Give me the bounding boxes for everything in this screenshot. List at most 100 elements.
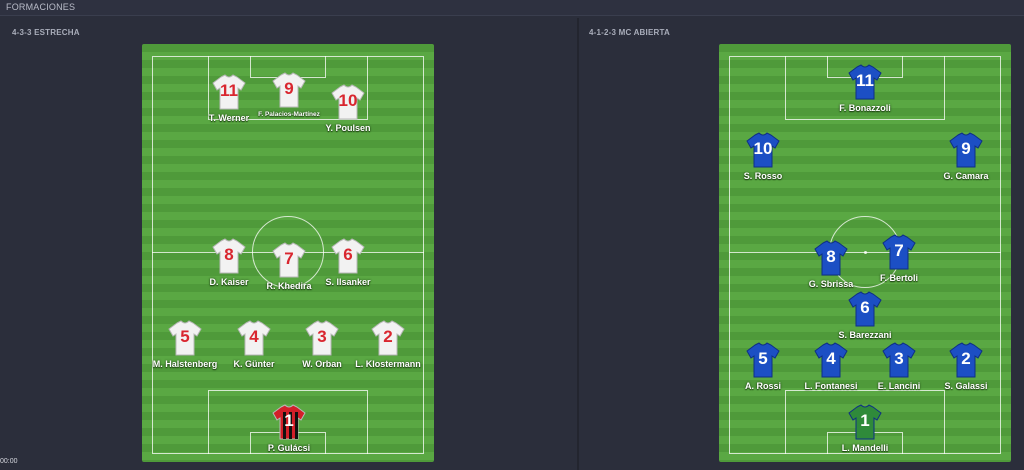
shirt-number: 4 (826, 349, 836, 368)
player-name: E. Lancini (877, 381, 921, 391)
player-name: S. Barezzani (838, 330, 892, 340)
player-left-1[interactable]: 1 P. Gulácsi (249, 402, 329, 453)
shirt-number: 9 (961, 139, 971, 158)
player-right-4[interactable]: 4 L. Fontanesi (791, 340, 871, 391)
shirt-number: 5 (758, 349, 768, 368)
shirt-icon: 8 (811, 238, 851, 278)
player-name: Y. Poulsen (325, 123, 371, 133)
shirt-icon: 5 (165, 318, 205, 358)
formation-title-right: 4-1-2-3 MC ABIERTA (589, 28, 670, 37)
player-name: L. Mandelli (841, 443, 889, 453)
player-right-9[interactable]: 9 G. Camara (926, 130, 1006, 181)
penalty-box-top (785, 56, 945, 120)
shirt-icon: 7 (269, 240, 309, 280)
shirt-number: 10 (753, 139, 773, 158)
panel-divider (577, 18, 579, 470)
player-right-3[interactable]: 3 E. Lancini (859, 340, 939, 391)
shirt-number: 8 (826, 247, 836, 266)
player-left-3[interactable]: 3 W. Orban (282, 318, 362, 369)
shirt-icon: 11 (845, 62, 885, 102)
shirt-icon: 9 (269, 70, 309, 110)
shirt-number: 8 (224, 245, 234, 264)
player-name: F. Bonazzoli (839, 103, 891, 113)
player-name: T. Werner (208, 113, 250, 123)
penalty-box-bottom (208, 390, 368, 454)
pitch-left: 11 T. Werner 9 F. Palacios-Martínez 10 Y. Pou… (142, 44, 434, 462)
player-left-11[interactable]: 11 T. Werner (189, 72, 269, 123)
player-right-2[interactable]: 2 S. Galassi (926, 340, 1006, 391)
player-name: S. Galassi (944, 381, 988, 391)
pitch-boundary (152, 56, 424, 454)
player-name: S. Rosso (743, 171, 783, 181)
player-name: F. Bertoli (879, 273, 918, 283)
penalty-box-bottom (785, 390, 945, 454)
player-name: A. Rossi (744, 381, 781, 391)
player-right-8[interactable]: 8 G. Sbrissa (791, 238, 871, 289)
shirt-number: 11 (856, 71, 874, 90)
player-name: G. Camara (943, 171, 989, 181)
player-left-10[interactable]: 10 Y. Poulsen (308, 82, 388, 133)
shirt-number: 10 (338, 91, 358, 110)
shirt-icon: 4 (234, 318, 274, 358)
player-left-6[interactable]: 6 S. Ilsanker (308, 236, 388, 287)
shirt-number: 5 (180, 327, 190, 346)
pitch-boundary (729, 56, 1001, 454)
shirt-icon: 11 (209, 72, 249, 112)
player-name: L. Fontanesi (804, 381, 858, 391)
shirt-number: 6 (343, 245, 353, 264)
shirt-number: 2 (383, 327, 393, 346)
player-name: K. Günter (233, 359, 275, 369)
player-name: S. Ilsanker (325, 277, 371, 287)
player-name: F. Palacios-Martínez (258, 111, 320, 118)
player-right-6[interactable]: 6 S. Barezzani (825, 289, 905, 340)
shirt-number: 7 (284, 249, 294, 268)
player-right-11[interactable]: 11 F. Bonazzoli (825, 62, 905, 113)
player-right-1[interactable]: 1 L. Mandelli (825, 402, 905, 453)
player-left-9[interactable]: 9 F. Palacios-Martínez (249, 70, 329, 118)
player-right-7[interactable]: 7 F. Bertoli (859, 232, 939, 283)
player-name: M. Halstenberg (152, 359, 218, 369)
match-timer: 00:00 (0, 458, 18, 465)
shirt-icon: 6 (845, 289, 885, 329)
shirt-number: 4 (249, 327, 259, 346)
player-name: D. Kaiser (209, 277, 249, 287)
player-name: G. Sbrissa (808, 279, 854, 289)
player-name: L. Klostermann (355, 359, 421, 369)
shirt-icon: 4 (811, 340, 851, 380)
player-name: R. Khedira (266, 281, 312, 291)
shirt-number: 11 (220, 81, 238, 100)
penalty-box-top (208, 56, 368, 120)
player-left-7[interactable]: 7 R. Khedira (249, 240, 329, 291)
player-name: W. Orban (302, 359, 342, 369)
window-title-bar: FORMACIONES (0, 0, 1024, 16)
center-spot (864, 251, 867, 254)
shirt-number: 1 (860, 411, 870, 430)
player-left-4[interactable]: 4 K. Günter (214, 318, 294, 369)
shirt-icon: 10 (743, 130, 783, 170)
player-left-5[interactable]: 5 M. Halstenberg (145, 318, 225, 369)
shirt-icon: 1 (845, 402, 885, 442)
shirt-number: 9 (284, 79, 294, 98)
center-circle (252, 216, 324, 288)
formation-title-left: 4-3-3 ESTRECHA (12, 28, 80, 37)
shirt-icon: 3 (302, 318, 342, 358)
shirt-icon: 6 (328, 236, 368, 276)
shirt-icon: 2 (946, 340, 986, 380)
shirt-icon: 2 (368, 318, 408, 358)
shirt-icon: 1 (269, 402, 309, 442)
shirt-number: 1 (284, 411, 294, 430)
shirt-icon: 10 (328, 82, 368, 122)
player-name: P. Gulácsi (267, 443, 311, 453)
player-left-8[interactable]: 8 D. Kaiser (189, 236, 269, 287)
player-left-2[interactable]: 2 L. Klostermann (348, 318, 428, 369)
shirt-icon: 3 (879, 340, 919, 380)
shirt-number: 6 (860, 298, 870, 317)
shirt-icon: 9 (946, 130, 986, 170)
shirt-icon: 5 (743, 340, 783, 380)
player-right-10[interactable]: 10 S. Rosso (723, 130, 803, 181)
shirt-icon: 8 (209, 236, 249, 276)
player-right-5[interactable]: 5 A. Rossi (723, 340, 803, 391)
shirt-number: 7 (894, 241, 904, 260)
shirt-number: 3 (317, 327, 327, 346)
shirt-icon: 7 (879, 232, 919, 272)
